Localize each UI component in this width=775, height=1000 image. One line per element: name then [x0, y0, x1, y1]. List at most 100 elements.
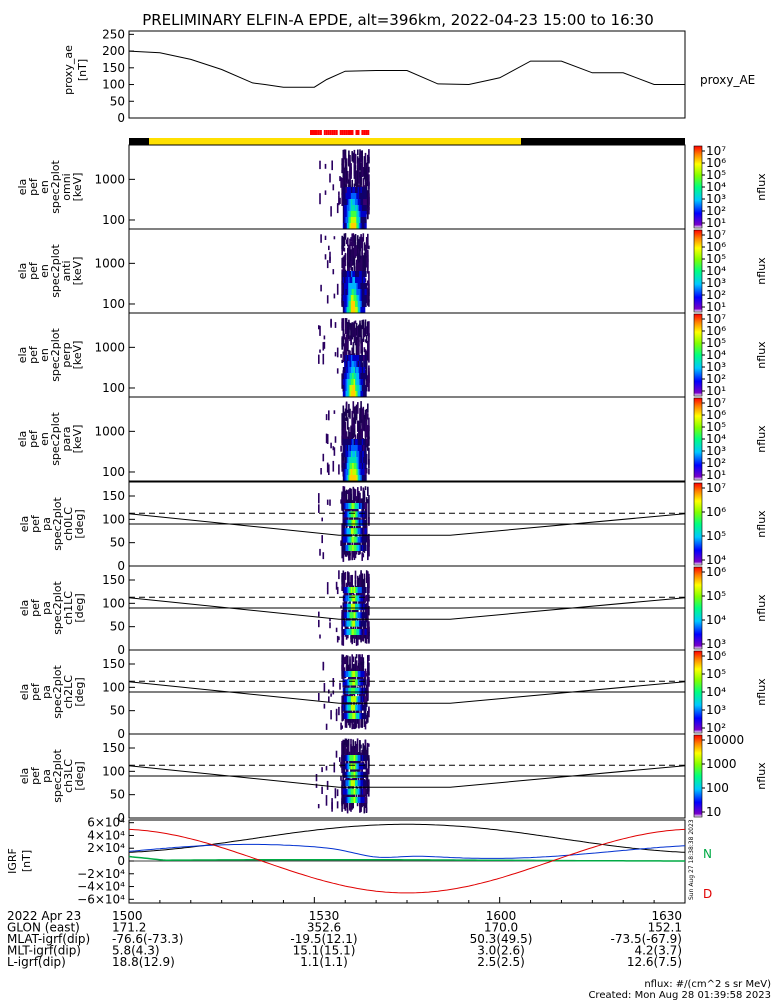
spectrogram-ylabel: [keV] — [71, 173, 84, 202]
spectrogram-pixel — [362, 255, 365, 272]
spectrogram-pixel — [356, 797, 359, 803]
spectrogram-pixel — [344, 704, 347, 711]
spectrogram-pixel — [353, 511, 356, 518]
proxy-ae-legend: proxy_AE — [700, 73, 755, 87]
spectrogram-pixel — [361, 755, 364, 761]
colorbar — [693, 313, 703, 397]
spectrogram-pixel — [360, 373, 363, 379]
spectrogram-pixel — [365, 237, 368, 244]
spectrogram-pixel — [350, 199, 354, 205]
spectrogram-pixel — [359, 211, 362, 217]
spectrogram-pixel — [318, 325, 320, 330]
spectrogram-pixel — [357, 168, 359, 184]
spectrogram-pixel — [332, 269, 335, 275]
spectrogram-pixel — [353, 704, 356, 711]
spectrogram-pixel — [352, 704, 355, 711]
spectrogram-pixel — [364, 784, 367, 797]
spectrogram-ylabel: [keV] — [71, 257, 84, 286]
spectrogram-pixel — [345, 187, 348, 193]
spectrogram-pixel — [355, 469, 358, 475]
proxy-ae-series-line — [128, 50, 685, 88]
spectrogram-pixel — [350, 802, 352, 812]
spectrogram-pixel — [357, 283, 360, 289]
spectrogram-pixel — [359, 247, 361, 263]
spectrogram-pixel — [342, 763, 345, 770]
spectrogram-pixel — [353, 771, 356, 778]
spectrogram-pixel — [348, 457, 351, 463]
spectrogram-pixel — [342, 704, 345, 711]
spectrogram-pixel — [341, 523, 343, 536]
spectrogram-pixel — [348, 666, 350, 673]
spectrogram-pixel — [362, 534, 365, 553]
spectrogram-pixel — [363, 679, 366, 686]
spectrogram-pixel — [360, 536, 363, 543]
spectrogram-pixel — [353, 283, 356, 289]
spectrogram-pixel — [353, 797, 356, 803]
spectrogram-pixel — [326, 499, 329, 505]
spectrogram-pixel — [354, 570, 357, 584]
spectrogram-pixel — [341, 497, 343, 502]
spectrogram-pixel — [352, 233, 355, 247]
spectrogram-pixel — [344, 623, 347, 634]
spectrogram-pixel — [364, 475, 367, 481]
spectrogram-pixel — [352, 199, 355, 205]
spectrogram-pixel — [357, 696, 360, 703]
spectrogram-pixel — [364, 422, 367, 437]
spectrogram-pixel — [355, 763, 358, 770]
spectrogram-pixel — [328, 245, 330, 251]
spectrogram-pixel — [354, 774, 357, 785]
spectrogram-pixel — [344, 687, 347, 694]
spectrogram-pixel — [355, 439, 358, 445]
spectrogram-pixel — [346, 519, 349, 526]
spectrogram-pixel — [361, 679, 364, 686]
spectrogram-pixel — [354, 170, 357, 186]
data-collection-marker — [317, 130, 320, 135]
spectrogram-pixel — [348, 451, 351, 457]
spectrogram-pixel — [367, 376, 369, 383]
spectrogram-pixel — [355, 784, 358, 789]
spectrogram-pixel — [352, 187, 355, 193]
spectrogram-pixel — [341, 707, 343, 716]
spectrogram-pixel — [346, 679, 349, 686]
spectrogram-pixel — [335, 750, 338, 758]
spectrogram-pixel — [349, 696, 352, 703]
spectrogram-pixel — [361, 587, 364, 593]
spectrogram-pixel — [357, 205, 360, 211]
spectrogram-ylabel: anti — [60, 260, 73, 281]
spectrogram-pixel — [358, 158, 360, 177]
spectrogram-pixel — [368, 333, 370, 342]
spectrogram-ylabel: [keV] — [71, 425, 84, 454]
spectrogram-pixel — [361, 391, 364, 397]
spectrogram-pixel — [349, 785, 351, 791]
spectrogram-pixel — [355, 187, 358, 193]
spectrogram-pixel — [359, 704, 362, 711]
spectrogram-pixel — [367, 403, 369, 413]
spectrogram-pixel — [347, 327, 349, 336]
spectrogram-pixel — [348, 361, 351, 367]
spectrogram-pixel — [348, 508, 350, 513]
spectrogram-ylabel: spec2plot — [51, 749, 64, 803]
spectrogram-pixel — [349, 606, 351, 616]
spectrogram-pixel — [357, 587, 360, 593]
colorbar-tick-label: 10⁶ — [706, 240, 726, 254]
spectrogram-pixel — [365, 411, 368, 420]
spectrogram-pixel — [362, 602, 365, 619]
spectrogram-pixel — [364, 536, 367, 543]
spectrogram-ytick-label: 100 — [102, 297, 125, 311]
spectrogram-pixel — [360, 379, 363, 385]
spectrogram-pixel — [363, 379, 366, 385]
spectrogram-pixel — [355, 367, 358, 373]
data-collection-marker — [351, 130, 354, 135]
spectrogram-pixel — [359, 373, 362, 379]
spectrogram-pixel — [340, 499, 342, 504]
spectrogram-pixel — [356, 475, 359, 481]
spectrogram-pixel — [360, 401, 362, 420]
spectrogram-pixel — [338, 195, 340, 206]
spectrogram-pixel — [368, 447, 370, 465]
spectrogram-pixel — [352, 417, 355, 432]
spectrogram-pixel — [350, 361, 354, 367]
spectrogram-pixel — [344, 745, 347, 750]
spectrogram-pixel — [322, 661, 325, 671]
spectrogram-pixel — [348, 349, 350, 354]
spectrogram-pixel — [345, 528, 348, 535]
